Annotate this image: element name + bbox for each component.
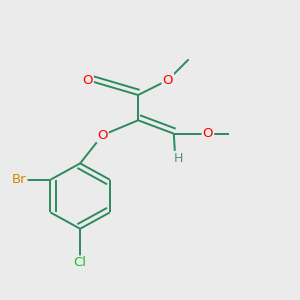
Text: Cl: Cl	[74, 256, 87, 269]
Text: O: O	[97, 129, 108, 142]
Text: Br: Br	[12, 173, 26, 186]
Text: O: O	[163, 74, 173, 87]
Text: O: O	[82, 74, 93, 87]
Text: O: O	[203, 127, 213, 140]
Text: H: H	[173, 152, 183, 165]
